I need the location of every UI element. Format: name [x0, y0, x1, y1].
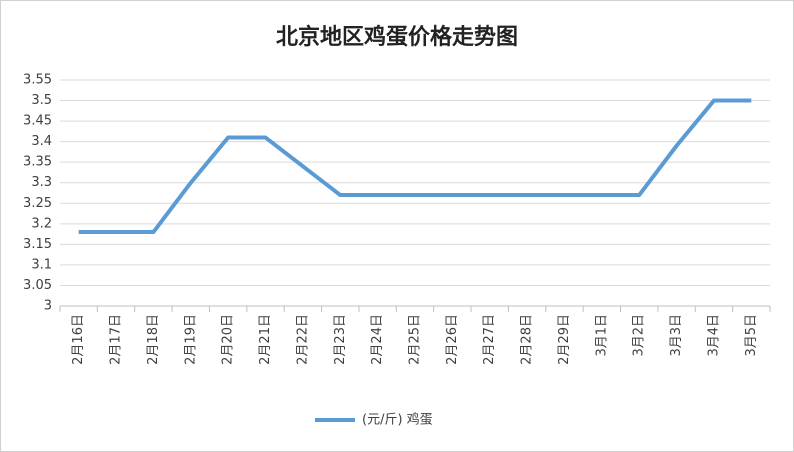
x-tick-label: 2月23日	[333, 314, 348, 365]
x-tick-label: 3月5日	[744, 314, 759, 357]
x-tick-label: 2月18日	[146, 314, 161, 365]
y-tick-label: 3.45	[23, 114, 52, 129]
x-tick-label: 3月3日	[669, 314, 684, 357]
y-tick-label: 3.25	[23, 196, 52, 211]
x-tick-label: 2月28日	[520, 314, 535, 365]
x-tick-label: 2月27日	[482, 314, 497, 365]
y-tick-label: 3	[44, 299, 52, 314]
x-tick-label: 2月19日	[183, 314, 198, 365]
y-tick-label: 3.3	[31, 175, 52, 190]
y-tick-label: 3.05	[23, 278, 52, 293]
x-tick-label: 3月2日	[632, 314, 647, 357]
y-tick-label: 3.15	[23, 237, 52, 252]
x-tick-label: 2月20日	[221, 314, 236, 365]
x-tick-label: 2月26日	[445, 314, 460, 365]
x-tick-label: 2月21日	[258, 314, 273, 365]
x-tick-label: 2月25日	[408, 314, 423, 365]
y-tick-label: 3.55	[23, 73, 52, 88]
y-tick-label: 3.4	[31, 134, 52, 149]
x-tick-label: 2月29日	[557, 314, 572, 365]
line-series	[78, 98, 752, 235]
chart-title: 北京地区鸡蛋价格走势图	[276, 24, 518, 50]
x-tick-label: 2月22日	[295, 314, 310, 365]
x-tick-label: 2月24日	[370, 314, 385, 365]
x-tick-label: 3月4日	[706, 314, 721, 357]
y-tick-label: 3.1	[31, 257, 52, 272]
x-tick-label: 2月17日	[109, 314, 124, 365]
legend-label: (元/斤) 鸡蛋	[362, 412, 433, 428]
x-tick-label: 2月16日	[71, 314, 86, 365]
x-tick-label: 3月1日	[594, 314, 609, 357]
y-tick-label: 3.35	[23, 155, 52, 170]
y-tick-label: 3.2	[31, 216, 52, 231]
y-tick-label: 3.5	[31, 93, 52, 108]
